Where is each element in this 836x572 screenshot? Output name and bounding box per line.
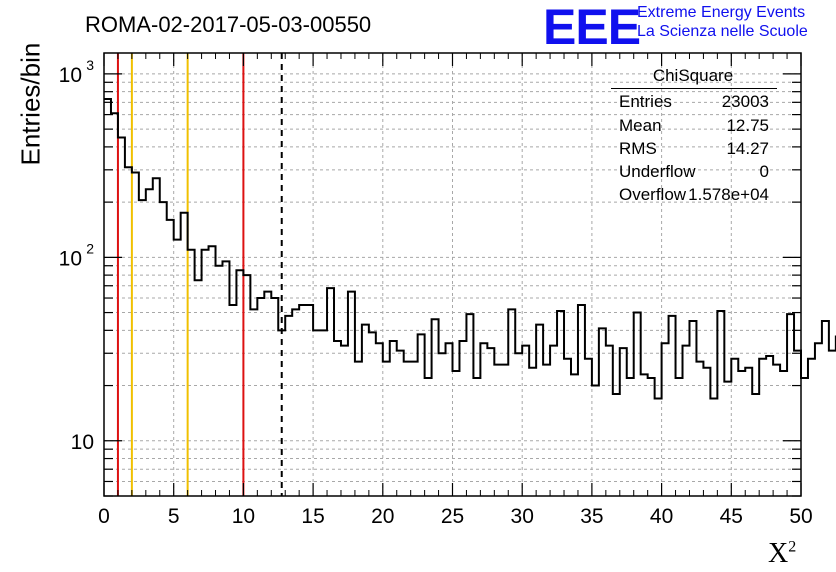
y-tick-label-exponent: 2 [86, 240, 94, 256]
stats-divider [611, 88, 777, 89]
stats-value: 0 [759, 162, 769, 181]
logo-line-2: La Scienza nelle Scuole [637, 23, 808, 40]
grid-lines [104, 53, 801, 497]
stats-value: 1.578e+04 [688, 185, 769, 204]
stats-row-overflow: Overflow 1.578e+04 [619, 185, 769, 207]
x-axis-label-exponent: 2 [788, 538, 797, 556]
x-tick-label: 25 [441, 505, 464, 528]
x-tick-label: 20 [371, 505, 394, 528]
x-tick-label: 45 [720, 505, 743, 528]
stats-row-mean: Mean 12.75 [619, 116, 769, 138]
x-tick-label: 40 [650, 505, 673, 528]
stats-box: ChiSquare Entries 23003 Mean 12.75 RMS 1… [609, 64, 777, 204]
x-tick-label: 10 [232, 505, 255, 528]
stats-key: Entries [619, 92, 672, 111]
stats-title: ChiSquare [652, 66, 734, 85]
stats-row-rms: RMS 14.27 [619, 139, 769, 161]
x-tick-label: 0 [98, 505, 110, 528]
logo-line-1: Extreme Energy Events [637, 4, 806, 21]
x-tick-label: 35 [580, 505, 603, 528]
y-tick-label: 10 [59, 247, 82, 270]
stats-row-entries: Entries 23003 [619, 92, 769, 114]
axis-ticks [103, 53, 802, 497]
stats-key: Overflow [619, 185, 687, 204]
stats-value: 14.27 [726, 139, 769, 158]
stats-value: 12.75 [726, 116, 769, 135]
marker-lines [116, 53, 283, 496]
eee-logo: EEE [543, 0, 641, 55]
chart-title: ROMA-02-2017-05-03-00550 [85, 12, 372, 37]
x-axis-label-symbol: X [768, 538, 789, 569]
x-tick-label: 5 [168, 505, 180, 528]
y-tick-label: 10 [59, 64, 82, 87]
stats-key: Mean [619, 116, 662, 135]
x-tick-label: 15 [301, 505, 324, 528]
stats-key: Underflow [619, 162, 696, 181]
x-tick-label: 30 [511, 505, 534, 528]
stats-value: 23003 [721, 92, 769, 111]
x-axis-label: X2 [768, 538, 796, 570]
y-axis-label: Entries/bin [15, 42, 46, 166]
y-tick-label-exponent: 3 [86, 57, 94, 73]
stats-key: RMS [619, 139, 657, 158]
y-tick-label: 10 [71, 431, 94, 454]
x-tick-label: 50 [789, 505, 812, 528]
stats-row-underflow: Underflow 0 [619, 162, 769, 184]
